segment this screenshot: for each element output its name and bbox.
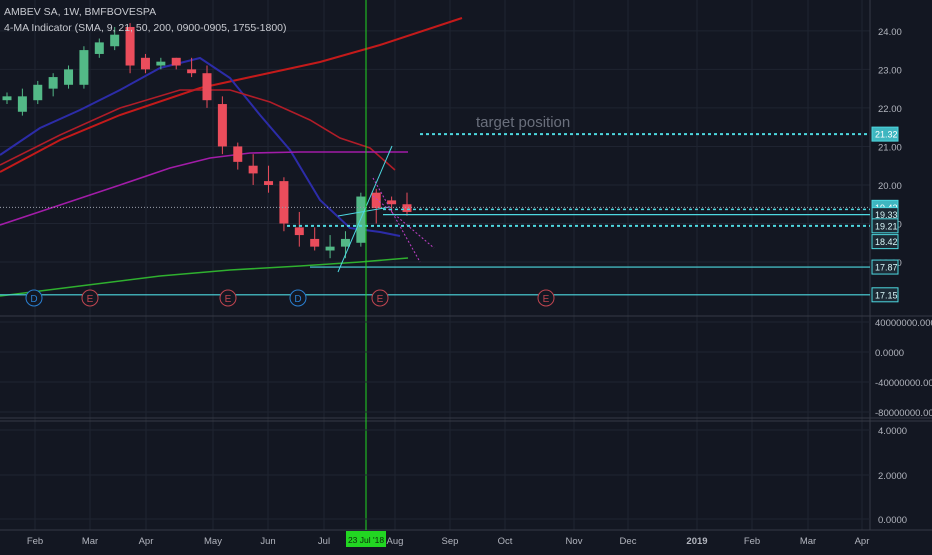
price-label-box bbox=[871, 218, 899, 234]
candle-body bbox=[217, 104, 227, 147]
indicator-axis-tick: 4.0000 bbox=[878, 426, 907, 437]
event-marker-label: D bbox=[30, 294, 37, 305]
candle-body bbox=[110, 34, 120, 47]
time-axis-label: Apr bbox=[139, 536, 154, 547]
target-position-annotation: target position bbox=[476, 114, 570, 131]
candle-body bbox=[94, 42, 104, 54]
candle-body bbox=[202, 73, 212, 101]
candle-body bbox=[125, 26, 135, 66]
price-label-box bbox=[871, 126, 899, 142]
candle-body bbox=[279, 181, 289, 224]
event-marker-icon bbox=[25, 289, 43, 307]
time-axis-label: Mar bbox=[800, 536, 816, 547]
time-axis-label: Mar bbox=[82, 536, 98, 547]
wedge-line bbox=[372, 195, 435, 249]
candle-body bbox=[2, 96, 12, 101]
candle-body bbox=[264, 181, 274, 185]
candle-body bbox=[64, 69, 74, 85]
wedge-line bbox=[337, 145, 393, 273]
price-label-box bbox=[871, 287, 899, 303]
event-marker-icon bbox=[219, 289, 237, 307]
time-axis-label: Apr bbox=[855, 536, 870, 547]
price-label: 17.87 bbox=[875, 263, 898, 273]
price-label-box bbox=[871, 259, 899, 275]
candle-body bbox=[233, 146, 243, 162]
ma-50-line bbox=[0, 151, 408, 226]
price-label: 19.21 bbox=[875, 221, 898, 231]
indicator-axis-tick: -40000000.0000 bbox=[875, 378, 932, 389]
indicator-title: 4-MA Indicator (SMA, 9, 21, 50, 200, 090… bbox=[4, 22, 287, 34]
time-axis-label: Dec bbox=[620, 536, 637, 547]
candle-body bbox=[17, 96, 27, 112]
event-marker-label: E bbox=[377, 294, 384, 305]
time-axis-label: Jun bbox=[260, 536, 275, 547]
time-axis-label: 2019 bbox=[686, 536, 707, 547]
time-axis-label: Feb bbox=[744, 536, 760, 547]
candle-body bbox=[294, 227, 304, 236]
price-label: 17.15 bbox=[875, 290, 898, 300]
indicator-axis-tick: 0.0000 bbox=[878, 515, 907, 526]
event-marker-icon bbox=[371, 289, 389, 307]
event-marker-icon bbox=[537, 289, 555, 307]
price-label-box bbox=[871, 234, 899, 250]
candle-body bbox=[371, 192, 381, 209]
candle-body bbox=[325, 246, 335, 251]
candle-body bbox=[171, 57, 181, 66]
time-axis-label: Feb bbox=[27, 536, 43, 547]
event-marker-icon bbox=[81, 289, 99, 307]
price-label: 19.33 bbox=[875, 210, 898, 220]
candle-body bbox=[310, 238, 320, 247]
candle-body bbox=[402, 204, 412, 212]
candle-body bbox=[48, 77, 58, 89]
price-axis-tick: 21.00 bbox=[878, 142, 902, 153]
time-axis-label: May bbox=[204, 536, 222, 547]
price-axis-tick: 22.00 bbox=[878, 104, 902, 115]
candle-body bbox=[79, 50, 89, 85]
ma-21-line bbox=[0, 89, 396, 171]
candle-body bbox=[248, 165, 258, 174]
indicator-axis-tick: 40000000.0000 bbox=[875, 318, 932, 329]
event-marker-label: E bbox=[543, 294, 550, 305]
time-axis-label: Aug bbox=[387, 536, 404, 547]
candle-body bbox=[156, 61, 166, 66]
candle-body bbox=[33, 84, 43, 101]
symbol-title: AMBEV SA, 1W, BMFBOVESPA bbox=[4, 6, 157, 18]
candle-body bbox=[187, 69, 197, 74]
ma-9-line bbox=[0, 56, 401, 237]
event-marker-label: D bbox=[294, 294, 301, 305]
cursor-date-label: 23 Jul '18 bbox=[348, 535, 384, 545]
price-label: 18.42 bbox=[875, 237, 898, 247]
ma-200-line bbox=[0, 257, 409, 297]
price-label: 21.32 bbox=[875, 130, 898, 140]
candle-body bbox=[140, 57, 150, 70]
price-axis-tick: 24.00 bbox=[878, 27, 902, 38]
indicator-axis-tick: 0.0000 bbox=[875, 348, 904, 359]
time-axis-label: Jul bbox=[318, 536, 330, 547]
wedge-line bbox=[372, 177, 421, 263]
time-axis-label: Nov bbox=[566, 536, 583, 547]
event-marker-label: E bbox=[87, 294, 94, 305]
candle-body bbox=[387, 200, 397, 205]
price-axis-tick: 20.00 bbox=[878, 181, 902, 192]
cursor-date-box bbox=[346, 531, 386, 547]
trendline bbox=[0, 17, 463, 173]
time-axis-label: Sep bbox=[442, 536, 459, 547]
time-axis-label: Oct bbox=[498, 536, 513, 547]
event-marker-label: E bbox=[225, 294, 232, 305]
event-marker-icon bbox=[289, 289, 307, 307]
indicator-axis-tick: -80000000.0000 bbox=[875, 408, 932, 419]
candle-body bbox=[340, 238, 350, 247]
wedge-line bbox=[337, 206, 391, 217]
price-axis-tick: 23.00 bbox=[878, 65, 902, 76]
indicator-axis-tick: 2.0000 bbox=[878, 471, 907, 482]
